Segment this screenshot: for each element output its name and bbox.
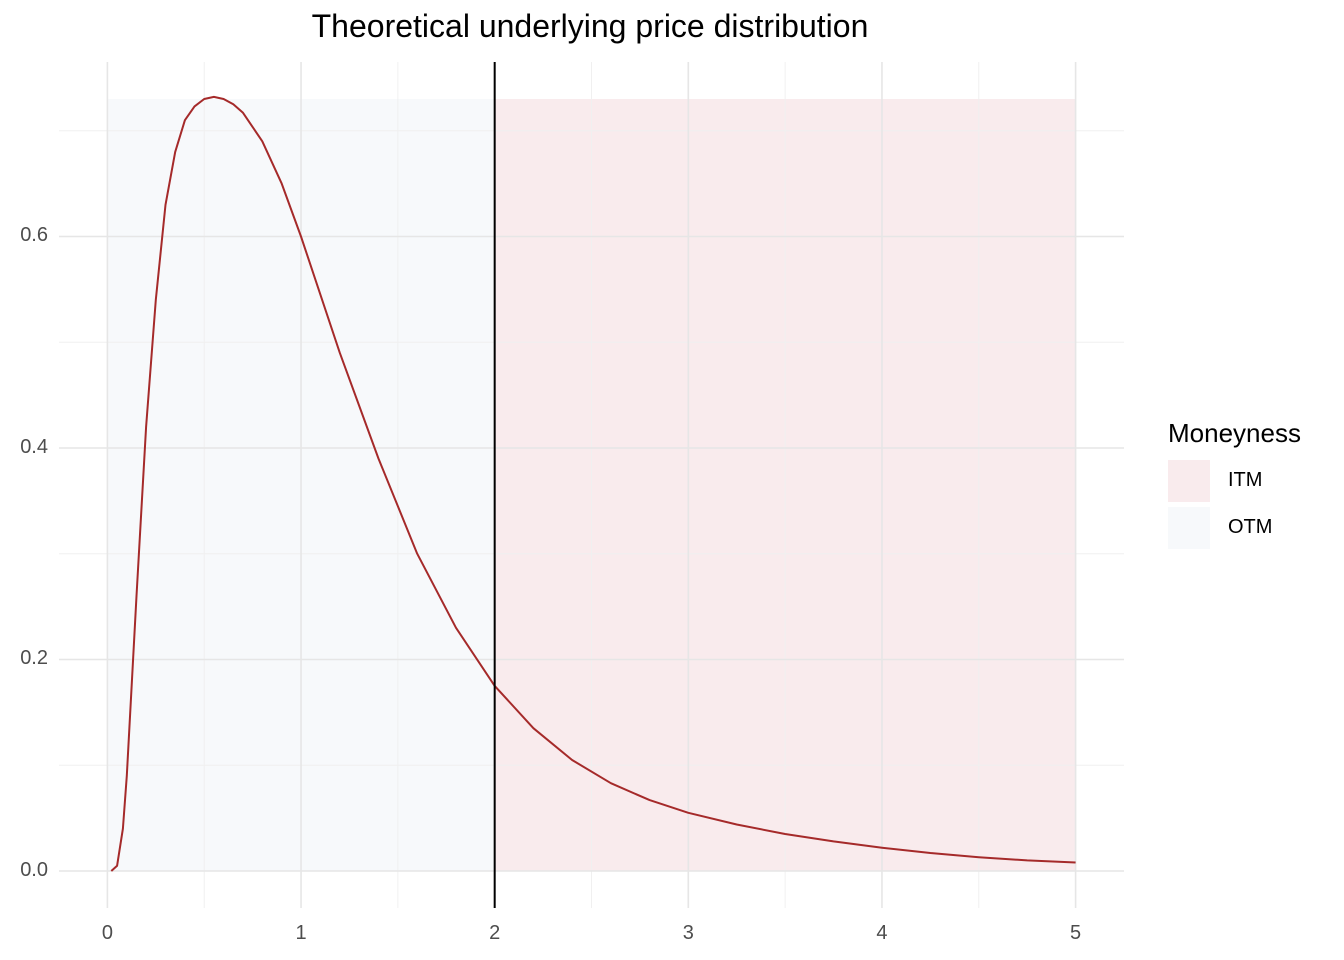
legend-title: Moneyness [1168, 418, 1301, 448]
x-tick-label: 5 [1070, 922, 1082, 944]
x-tick-label: 4 [876, 922, 888, 944]
x-tick-label: 3 [682, 922, 694, 944]
x-tick-label: 1 [295, 922, 307, 944]
y-tick-label: 0.2 [20, 647, 48, 670]
legend-item-otm: OTM [1168, 504, 1301, 551]
y-tick-label: 0.6 [20, 224, 48, 247]
legend-label: OTM [1228, 516, 1273, 538]
chart-title: Theoretical underlying price distributio… [311, 8, 869, 44]
legend-swatch [1168, 506, 1210, 549]
y-tick-label: 0.0 [20, 858, 48, 881]
x-tick-label: 0 [101, 922, 113, 944]
legend-swatch [1168, 459, 1210, 502]
y-tick-label: 0.4 [20, 435, 48, 458]
density-curve [110, 95, 1076, 872]
x-tick-label: 2 [489, 922, 501, 944]
legend: Moneyness ITM OTM [1168, 418, 1301, 551]
legend-item-itm: ITM [1168, 457, 1301, 504]
legend-items: ITM OTM [1168, 457, 1301, 551]
legend-label: ITM [1228, 469, 1263, 491]
